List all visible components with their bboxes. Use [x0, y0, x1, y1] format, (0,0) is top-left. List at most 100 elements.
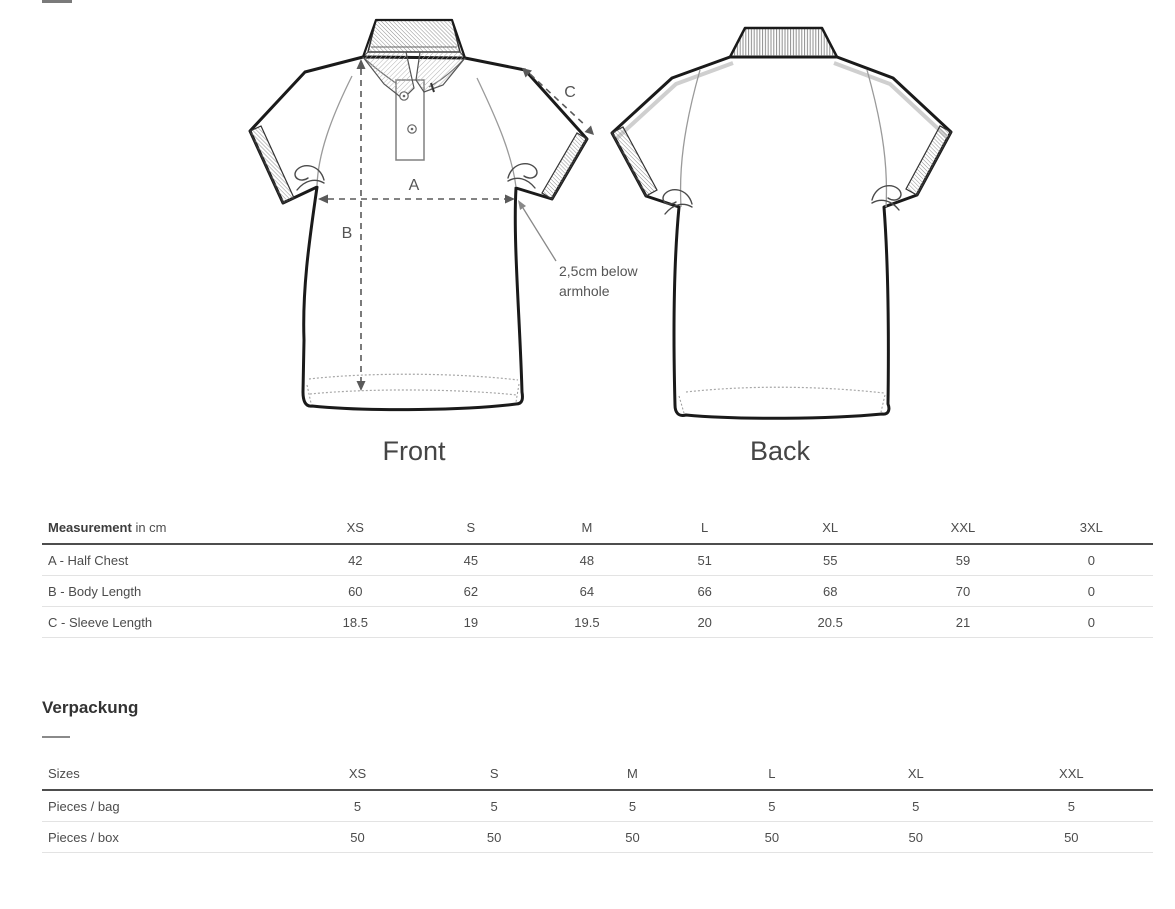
measurement-unit: in cm — [135, 520, 167, 535]
back-cuff-left — [611, 126, 658, 197]
column-header-s: S — [425, 758, 564, 791]
table-cell: 55 — [764, 544, 897, 576]
armhole-note-line1: 2,5cm below — [559, 263, 638, 279]
front-body-outline — [248, 55, 589, 412]
table-header-row: Sizes XS S M L XL XXL — [42, 758, 1153, 791]
table-cell: 20 — [645, 606, 765, 638]
table-cell: 50 — [701, 821, 842, 853]
front-button-bottom — [407, 124, 417, 134]
table-cell: 42 — [297, 544, 414, 576]
back-hem-slit-marks — [678, 394, 886, 414]
table-header-row: Measurement in cm XS S M L XL XXL 3XL — [42, 512, 1153, 545]
table-cell: 18.5 — [297, 606, 414, 638]
arrowhead-b-bottom — [356, 381, 366, 391]
front-caption: Front — [382, 436, 446, 466]
back-view — [610, 26, 953, 420]
table-cell: 5 — [989, 790, 1153, 822]
column-header-m: M — [563, 758, 702, 791]
column-header-s: S — [413, 512, 529, 545]
back-collar — [728, 26, 839, 59]
column-header-l: L — [701, 758, 842, 791]
arrowhead-b-top — [356, 59, 366, 69]
table-cell: 50 — [563, 821, 702, 853]
table-cell: 5 — [425, 790, 564, 822]
front-button-top — [399, 91, 409, 101]
back-hem-stitching — [685, 386, 885, 394]
row-label: A - Half Chest — [42, 544, 298, 576]
back-armhole-seam-left — [679, 69, 701, 208]
column-header-m: M — [528, 512, 646, 545]
table-row-body-length: B - Body Length 60 62 64 66 68 70 0 — [42, 575, 1153, 607]
column-header-xl: XL — [841, 758, 990, 791]
arrowhead-c-bottom — [584, 125, 594, 135]
arrowhead-a-right — [505, 194, 515, 204]
packaging-table: Sizes XS S M L XL XXL Pieces / bag 5 5 5… — [42, 758, 1153, 853]
table-cell: 20.5 — [764, 606, 897, 638]
packaging-heading-dash — [42, 736, 70, 738]
table-cell: 5 — [701, 790, 842, 822]
column-header-3xl: 3XL — [1029, 512, 1153, 545]
table-cell: 50 — [289, 821, 426, 853]
table-cell: 19 — [413, 606, 529, 638]
table-cell: 51 — [645, 544, 765, 576]
table-cell: 0 — [1029, 544, 1153, 576]
row-label: Pieces / box — [42, 821, 290, 853]
front-cuff-left — [249, 125, 295, 204]
front-hem-slit-marks — [306, 383, 520, 404]
column-header-l: L — [645, 512, 765, 545]
column-header-xl: XL — [764, 512, 897, 545]
column-header-xs: XS — [289, 758, 426, 791]
table-cell: 62 — [413, 575, 529, 607]
buttonhole-mark — [430, 82, 435, 93]
measurement-title-cell: Measurement in cm — [42, 512, 298, 545]
arrowhead-c-top — [522, 68, 532, 78]
measurement-annotations: A B C 2,5cm below armhole — [318, 59, 638, 391]
table-cell: 59 — [896, 544, 1030, 576]
front-armhole-seam-right — [476, 77, 517, 188]
table-cell: 45 — [413, 544, 529, 576]
table-cell: 5 — [841, 790, 990, 822]
back-armpit-mark-left — [662, 188, 693, 215]
measure-line-c — [529, 73, 587, 127]
armhole-note-line2: armhole — [559, 283, 610, 299]
column-header-xxl: XXL — [896, 512, 1030, 545]
back-body-outline — [610, 55, 953, 420]
column-header-xxl: XXL — [989, 758, 1153, 791]
back-caption: Back — [750, 436, 811, 466]
arrowhead-a-left — [318, 194, 328, 204]
row-label: Pieces / bag — [42, 790, 290, 822]
column-header-xs: XS — [297, 512, 414, 545]
table-cell: 5 — [289, 790, 426, 822]
table-cell: 19.5 — [528, 606, 646, 638]
table-cell: 66 — [645, 575, 765, 607]
front-hem-stitching — [308, 373, 519, 396]
row-label: C - Sleeve Length — [42, 606, 298, 638]
back-armpit-mark-right — [871, 184, 902, 211]
table-cell: 48 — [528, 544, 646, 576]
marker-c: C — [564, 84, 576, 101]
arrowhead-note — [518, 200, 526, 210]
measurement-table: Measurement in cm XS S M L XL XXL 3XL A … — [42, 512, 1153, 638]
table-cell: 68 — [764, 575, 897, 607]
marker-a: A — [409, 177, 420, 194]
polo-technical-drawing: A B C 2,5cm below armhole Front Back — [248, 18, 953, 466]
back-shoulder-seam-right — [833, 61, 949, 139]
table-cell: 50 — [989, 821, 1153, 853]
sizes-title: Sizes — [42, 758, 290, 791]
front-cuff-right — [541, 132, 588, 200]
table-row-sleeve-length: C - Sleeve Length 18.5 19 19.5 20 20.5 2… — [42, 606, 1153, 638]
table-row-pieces-bag: Pieces / bag 5 5 5 5 5 5 — [42, 790, 1153, 822]
armhole-note-arrow — [522, 207, 557, 262]
table-row-half-chest: A - Half Chest 42 45 48 51 55 59 0 — [42, 544, 1153, 576]
front-collar-outer-edge — [361, 18, 467, 59]
front-armhole-seam-left — [316, 75, 353, 187]
table-cell: 50 — [425, 821, 564, 853]
table-cell: 21 — [896, 606, 1030, 638]
front-armpit-mark-right — [507, 162, 538, 189]
table-cell: 50 — [841, 821, 990, 853]
table-cell: 0 — [1029, 575, 1153, 607]
table-cell: 64 — [528, 575, 646, 607]
table-cell: 60 — [297, 575, 414, 607]
front-view — [248, 18, 589, 412]
